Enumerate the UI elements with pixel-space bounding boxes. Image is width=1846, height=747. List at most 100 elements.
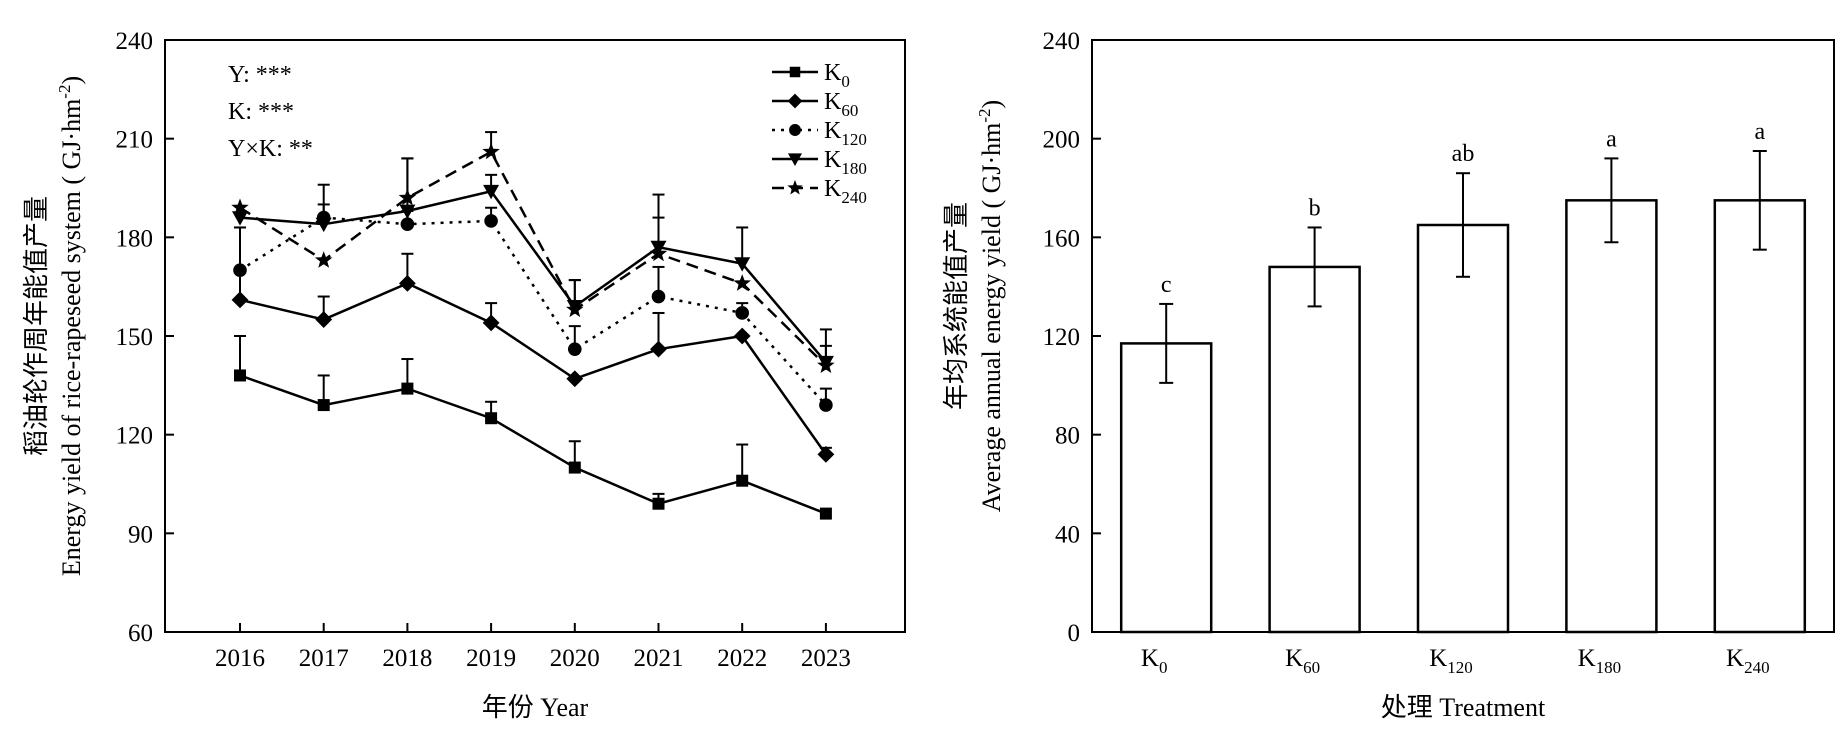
x-tick-label: 2020	[550, 645, 600, 672]
series-line	[239, 282, 827, 456]
significance-annotation: K: ***	[228, 99, 294, 125]
y-tick-label: 150	[116, 324, 154, 351]
series-k240	[231, 131, 835, 374]
data-point	[788, 153, 802, 166]
data-point	[568, 461, 581, 474]
data-point	[734, 257, 751, 272]
y-tick-label: 90	[128, 521, 153, 548]
data-point	[787, 179, 803, 195]
x-tick-label: 2017	[299, 645, 349, 672]
bar	[1713, 199, 1807, 634]
x-tick-label: 2022	[717, 645, 767, 672]
series-line	[239, 189, 827, 364]
x-tick-label: 2016	[215, 645, 265, 672]
data-point	[733, 274, 751, 291]
data-point	[649, 244, 668, 262]
x-tick-label: 2018	[382, 645, 432, 672]
data-point	[483, 184, 500, 200]
legend-label: K180	[824, 147, 867, 178]
line-chart-panel: 60 90 120 150 180 210 240 2016 2017 2018 2019 2020 2…	[22, 28, 906, 722]
data-point	[399, 274, 416, 292]
series-line	[239, 150, 827, 367]
y-axis-label-en: Average annual energy yield ( GJ·hm-2)	[975, 100, 1006, 512]
y-tick-label: 240	[116, 28, 154, 55]
data-point	[400, 217, 415, 231]
data-point	[733, 327, 751, 345]
data-point	[819, 398, 833, 412]
x-axis-label: 年份 Year	[482, 693, 589, 722]
data-point	[399, 204, 416, 220]
x-tick-label: K60	[1285, 645, 1320, 677]
x-tick-label: K0	[1141, 645, 1168, 677]
data-point	[234, 369, 246, 382]
bar	[1119, 342, 1213, 634]
data-point	[233, 263, 247, 278]
x-tick-label: 2019	[466, 645, 516, 672]
series-line	[239, 216, 827, 406]
data-point	[736, 474, 749, 487]
y-tick-label: 200	[1043, 127, 1081, 154]
data-point	[401, 382, 414, 395]
legend-label: K60	[824, 89, 858, 120]
data-point	[231, 198, 249, 216]
data-point	[482, 314, 500, 332]
data-point	[652, 497, 665, 510]
data-point	[566, 370, 584, 388]
series-line	[239, 374, 827, 515]
x-tick-label: K240	[1726, 645, 1770, 677]
legend-label: K120	[824, 118, 867, 149]
x-tick-label: 2021	[634, 645, 684, 672]
x-tick-label: K120	[1429, 645, 1473, 677]
data-point	[787, 93, 803, 109]
y-tick-label: 120	[116, 423, 154, 450]
series-k0	[234, 335, 832, 520]
x-tick-label: 2023	[801, 645, 851, 672]
data-point	[817, 446, 835, 463]
y-tick-label: 0	[1068, 620, 1081, 647]
data-point	[789, 66, 801, 78]
data-point	[735, 306, 749, 320]
bar	[1565, 199, 1658, 634]
data-point	[315, 311, 333, 328]
y-tick-label: 210	[116, 127, 154, 154]
data-point	[317, 399, 330, 412]
significance-annotation: Y: ***	[228, 62, 292, 88]
bar	[1268, 265, 1361, 634]
data-point	[568, 342, 582, 356]
data-point	[819, 507, 832, 520]
data-point	[789, 124, 801, 136]
y-tick-label: 120	[1043, 324, 1081, 351]
x-tick-label: K180	[1578, 645, 1622, 677]
y-tick-label: 240	[1043, 28, 1081, 55]
y-axis-label-cn: 稻油轮作周年能值产量	[22, 196, 51, 456]
data-point	[398, 188, 417, 206]
y-tick-label: 40	[1055, 521, 1080, 548]
y-tick-label: 80	[1055, 423, 1080, 450]
significance-letter: ab	[1452, 141, 1475, 167]
data-point	[485, 412, 498, 425]
significance-letter: b	[1309, 195, 1321, 221]
significance-letter: a	[1606, 126, 1617, 152]
data-point	[231, 291, 249, 309]
data-point	[232, 211, 248, 226]
data-point	[650, 340, 667, 358]
y-tick-label: 180	[116, 225, 154, 252]
data-point	[314, 251, 333, 268]
y-axis-label-cn: 年均系统能值产量	[942, 202, 971, 410]
data-point	[817, 356, 835, 374]
y-tick-label: 160	[1043, 225, 1081, 252]
data-point	[566, 300, 584, 318]
legend-label: K240	[824, 176, 867, 207]
y-tick-label: 60	[128, 620, 153, 647]
data-point	[651, 289, 666, 304]
bar	[1416, 223, 1510, 634]
y-axis-label-en: Energy yield of rice-rapeseed system ( G…	[55, 76, 86, 576]
data-point	[482, 142, 500, 160]
significance-annotation: Y×K: **	[228, 136, 313, 162]
x-axis-label: 处理 Treatment	[1381, 693, 1546, 722]
series-k60	[231, 226, 835, 463]
legend-label: K0	[824, 60, 850, 91]
bar-chart-panel: 0 40 80 120 160 200 240 c K0 b K60 ab K120 a K180 a K240…	[942, 28, 1835, 722]
